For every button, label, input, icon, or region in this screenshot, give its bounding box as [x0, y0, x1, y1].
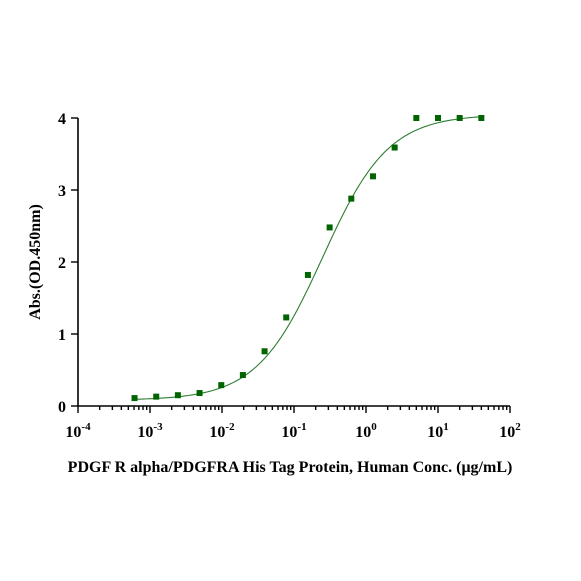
x-tick-exponent: 0 — [371, 421, 377, 433]
data-point — [326, 224, 333, 231]
data-point — [304, 271, 311, 278]
x-tick-exponent: -4 — [81, 421, 91, 433]
data-point — [153, 393, 160, 400]
x-tick-label: 100 — [355, 421, 377, 441]
x-tick-label: 10-4 — [65, 421, 91, 441]
data-point — [456, 115, 463, 121]
x-tick-exponent: -3 — [153, 421, 163, 433]
data-point — [348, 195, 355, 202]
x-tick-base: 10 — [65, 424, 81, 441]
y-tick-label: 4 — [58, 111, 66, 128]
x-axis-title: PDGF R alpha/PDGFRA His Tag Protein, Hum… — [68, 459, 513, 476]
data-point — [131, 395, 138, 402]
data-point — [413, 115, 420, 121]
x-tick-base: 10 — [209, 424, 225, 441]
data-point — [478, 115, 485, 121]
x-tick-base: 10 — [281, 424, 297, 441]
y-tick-label: 2 — [58, 255, 66, 272]
data-point — [196, 390, 203, 397]
data-point — [391, 144, 398, 151]
data-point — [239, 372, 246, 379]
x-tick-exponent: -2 — [225, 421, 235, 433]
x-tick-label: 101 — [427, 421, 449, 441]
x-tick-exponent: -1 — [297, 421, 306, 433]
fit-curve — [134, 116, 482, 400]
x-tick-label: 10-1 — [281, 421, 306, 441]
x-tick-label: 10-3 — [137, 421, 163, 441]
data-point — [218, 382, 225, 389]
x-tick-base: 10 — [427, 424, 443, 441]
data-point — [283, 314, 290, 321]
data-point — [174, 392, 181, 399]
data-point — [435, 115, 441, 121]
data-point — [369, 173, 376, 180]
data-point — [261, 348, 268, 355]
x-tick-base: 10 — [355, 424, 371, 441]
x-tick-label: 10-2 — [209, 421, 235, 441]
x-tick-exponent: 1 — [443, 421, 449, 433]
y-tick-label: 0 — [58, 399, 66, 416]
x-tick-base: 10 — [137, 424, 153, 441]
data-points — [131, 115, 485, 402]
x-tick-base: 10 — [499, 424, 515, 441]
y-tick-label: 1 — [58, 327, 66, 344]
y-tick-label: 3 — [58, 183, 66, 200]
y-axis-title: Abs.(OD.450nm) — [27, 204, 44, 320]
x-tick-exponent: 2 — [515, 421, 521, 433]
x-tick-label: 102 — [499, 421, 521, 441]
